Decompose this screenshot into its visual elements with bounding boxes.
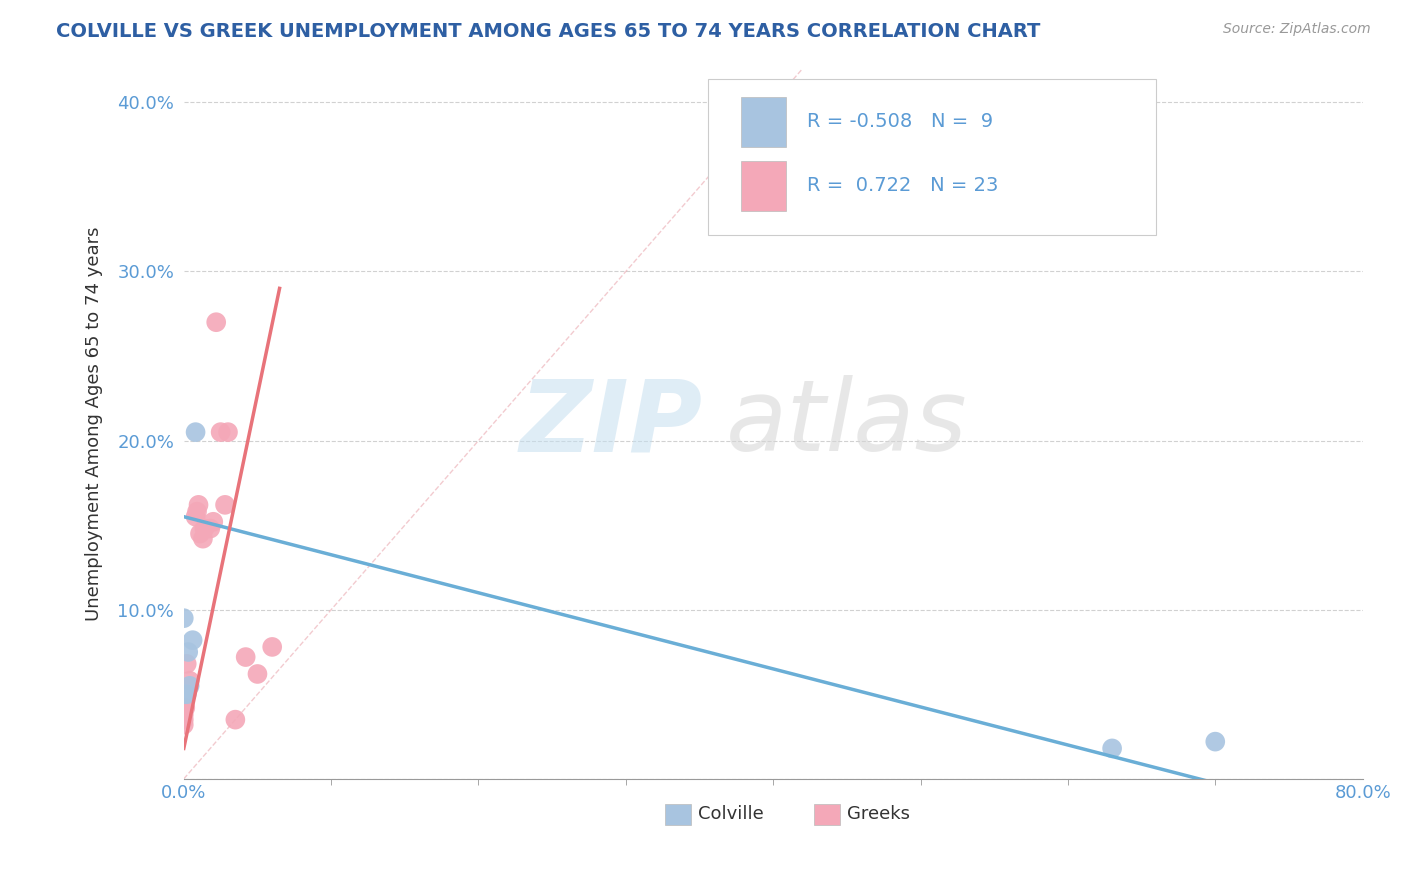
Text: COLVILLE VS GREEK UNEMPLOYMENT AMONG AGES 65 TO 74 YEARS CORRELATION CHART: COLVILLE VS GREEK UNEMPLOYMENT AMONG AGE… [56, 22, 1040, 41]
Point [205, 315, 228, 329]
Point [209, 425, 232, 439]
FancyBboxPatch shape [709, 79, 1156, 235]
Point [193, 522, 215, 536]
Point [224, 713, 246, 727]
Point [176, 687, 198, 701]
Point [173, 701, 195, 715]
Point [173, 717, 195, 731]
Point [188, 526, 211, 541]
Point [246, 667, 269, 681]
Point [173, 611, 195, 625]
Text: atlas: atlas [725, 376, 967, 472]
Bar [741, 97, 786, 146]
Text: ZIP: ZIP [519, 376, 703, 472]
Point [174, 701, 197, 715]
Y-axis label: Unemployment Among Ages 65 to 74 years: Unemployment Among Ages 65 to 74 years [86, 227, 103, 621]
Text: Colville: Colville [697, 805, 763, 823]
Bar [741, 161, 786, 211]
Point [186, 505, 208, 519]
Bar [665, 804, 690, 825]
Point [173, 687, 195, 701]
Text: R = -0.508   N =  9: R = -0.508 N = 9 [807, 112, 994, 131]
Point [181, 633, 204, 648]
Point [173, 713, 195, 727]
Point [1204, 734, 1226, 748]
Point [173, 707, 195, 722]
Point [187, 498, 209, 512]
Point [184, 425, 207, 439]
Point [191, 532, 214, 546]
Point [179, 679, 201, 693]
Point [214, 498, 236, 512]
Point [177, 645, 200, 659]
Bar [814, 804, 841, 825]
Point [262, 640, 284, 654]
Point [1101, 741, 1123, 756]
Point [176, 657, 198, 671]
Text: Greeks: Greeks [848, 805, 911, 823]
Point [179, 673, 201, 688]
Point [235, 650, 257, 665]
Point [202, 515, 225, 529]
Text: R =  0.722   N = 23: R = 0.722 N = 23 [807, 177, 998, 195]
Text: Source: ZipAtlas.com: Source: ZipAtlas.com [1223, 22, 1371, 37]
Point [200, 522, 222, 536]
Point [184, 509, 207, 524]
Point [217, 425, 239, 439]
